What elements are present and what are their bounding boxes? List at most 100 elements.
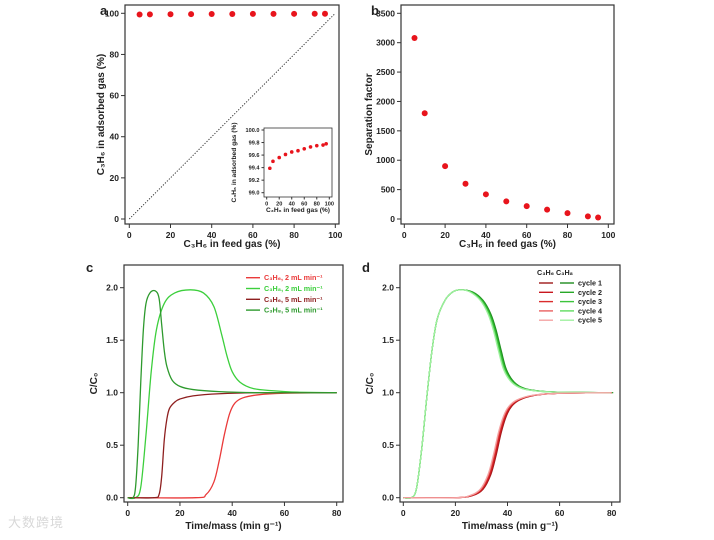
x-tick-label: 20 (276, 202, 282, 208)
panel-letter: c (86, 260, 93, 275)
data-point (462, 180, 469, 187)
y-tick-label: 1.5 (106, 335, 118, 345)
panel-letter: d (362, 260, 370, 275)
x-tick-label: 100 (328, 230, 342, 240)
plot-frame (399, 264, 621, 503)
y-tick-label: 99.8 (249, 141, 260, 147)
series-line (127, 289, 337, 500)
y-tick-label: 1000 (376, 155, 395, 165)
y-axis-label: C/C₀ (365, 373, 376, 395)
y-tick-label: 1500 (376, 126, 395, 136)
x-tick-label: 0 (402, 230, 407, 240)
y-tick-label: 99.2 (249, 178, 260, 184)
legend-label: cycle 4 (578, 306, 602, 315)
x-tick-label: 80 (289, 230, 299, 240)
inset-data-point (283, 152, 288, 157)
x-tick-label: 0 (127, 230, 132, 240)
y-tick-label: 1.5 (382, 335, 394, 345)
inset-data-point (277, 155, 282, 160)
data-point (564, 210, 571, 217)
data-point (595, 214, 602, 221)
y-tick-label: 99.6 (249, 153, 260, 159)
data-point (544, 206, 551, 213)
data-point (188, 11, 195, 18)
legend-label: cycle 1 (578, 279, 602, 288)
x-tick-label: 0 (125, 508, 130, 518)
y-tick-label: 40 (110, 132, 120, 142)
x-tick-label: 20 (440, 230, 450, 240)
y-tick-label: 0 (114, 214, 119, 224)
inset-data-point (321, 143, 325, 147)
data-point (411, 34, 418, 41)
x-tick-label: 80 (563, 230, 573, 240)
plot-frame (123, 264, 344, 503)
x-tick-label: 60 (522, 230, 532, 240)
y-tick-label: 3500 (376, 8, 395, 18)
inset-x-axis-label: C₃H₆ in feed gas (%) (266, 207, 330, 214)
inset-data-point (324, 141, 328, 146)
legend-label: cycle 3 (578, 297, 602, 306)
y-tick-label: 1.0 (382, 388, 394, 398)
y-tick-label: 99.0 (249, 191, 260, 197)
data-point (136, 11, 143, 18)
data-point (146, 11, 153, 18)
inset-data-point (289, 150, 294, 154)
x-axis-label: C₃H₆ in feed gas (%) (459, 239, 556, 250)
panel-c: 0 20 40 60 80 0.0 0.5 1.0 1.5 2.0 c Time/mass (min … (86, 260, 344, 532)
x-tick-label: 80 (332, 508, 342, 518)
y-tick-label: 20 (110, 173, 120, 183)
data-point (421, 110, 428, 117)
y-tick-label: 60 (110, 91, 120, 101)
y-tick-label: 99.4 (249, 166, 261, 172)
inset-plot: 0 20 40 60 80 100 99.0 99.2 99.4 99.6 99.8 100.0 C₃H… (231, 122, 334, 214)
data-point (208, 11, 215, 18)
y-tick-label: 3000 (376, 38, 395, 48)
plot-frame (400, 4, 615, 225)
x-tick-label: 20 (451, 508, 461, 518)
x-tick-label: 20 (166, 230, 176, 240)
y-tick-label: 2.0 (382, 283, 394, 293)
inset-data-point (271, 159, 275, 164)
x-tick-label: 100 (325, 202, 334, 208)
x-tick-label: 40 (207, 230, 217, 240)
x-tick-label: 40 (227, 508, 237, 518)
x-tick-label: 100 (601, 230, 615, 240)
inset-background (264, 128, 332, 197)
inset-data-point (308, 145, 313, 149)
data-point (482, 191, 489, 198)
series-line (127, 391, 337, 499)
data-point (503, 198, 510, 205)
series-line (127, 392, 337, 499)
panel-b: 0 20 40 60 80 1000500100015002000250030003500… (364, 3, 616, 250)
series-line (127, 289, 337, 500)
c3h6-cycle-line (403, 392, 612, 499)
plot-frame (124, 4, 340, 225)
y-tick-label: 0 (390, 214, 395, 224)
inset-data-point (268, 166, 272, 171)
plot-frame (263, 127, 333, 198)
x-tick-label: 20 (175, 508, 185, 518)
x-tick-label: 80 (314, 202, 320, 208)
y-tick-label: 0.0 (106, 493, 118, 503)
y-tick-label: 2500 (376, 67, 395, 77)
legend-header: C₃H₆ C₃H₈ (537, 268, 573, 277)
panel-letter: b (371, 3, 379, 18)
legend-label: C₃H₆, 5 mL min⁻¹ (264, 295, 323, 304)
c3h8-cycle-line (403, 289, 611, 499)
data-point (229, 10, 236, 17)
inset-data-point (314, 143, 319, 148)
data-point (322, 10, 328, 17)
x-tick-label: 60 (248, 230, 258, 240)
x-tick-label: 40 (481, 230, 491, 240)
data-point (311, 10, 318, 17)
panel-d: 0 20 40 60 80 0.0 0.5 1.0 1.5 2.0 d Time/mass (min … (362, 260, 621, 532)
legend-label: cycle 5 (578, 316, 602, 325)
x-tick-label: 60 (301, 202, 307, 208)
x-axis-label: Time/mass (min g⁻¹) (185, 521, 281, 532)
y-axis-label: Separation factor (364, 73, 375, 155)
inset-data-point (302, 147, 307, 151)
y-axis-label: C/C₀ (89, 373, 100, 395)
parity-line (128, 12, 336, 220)
